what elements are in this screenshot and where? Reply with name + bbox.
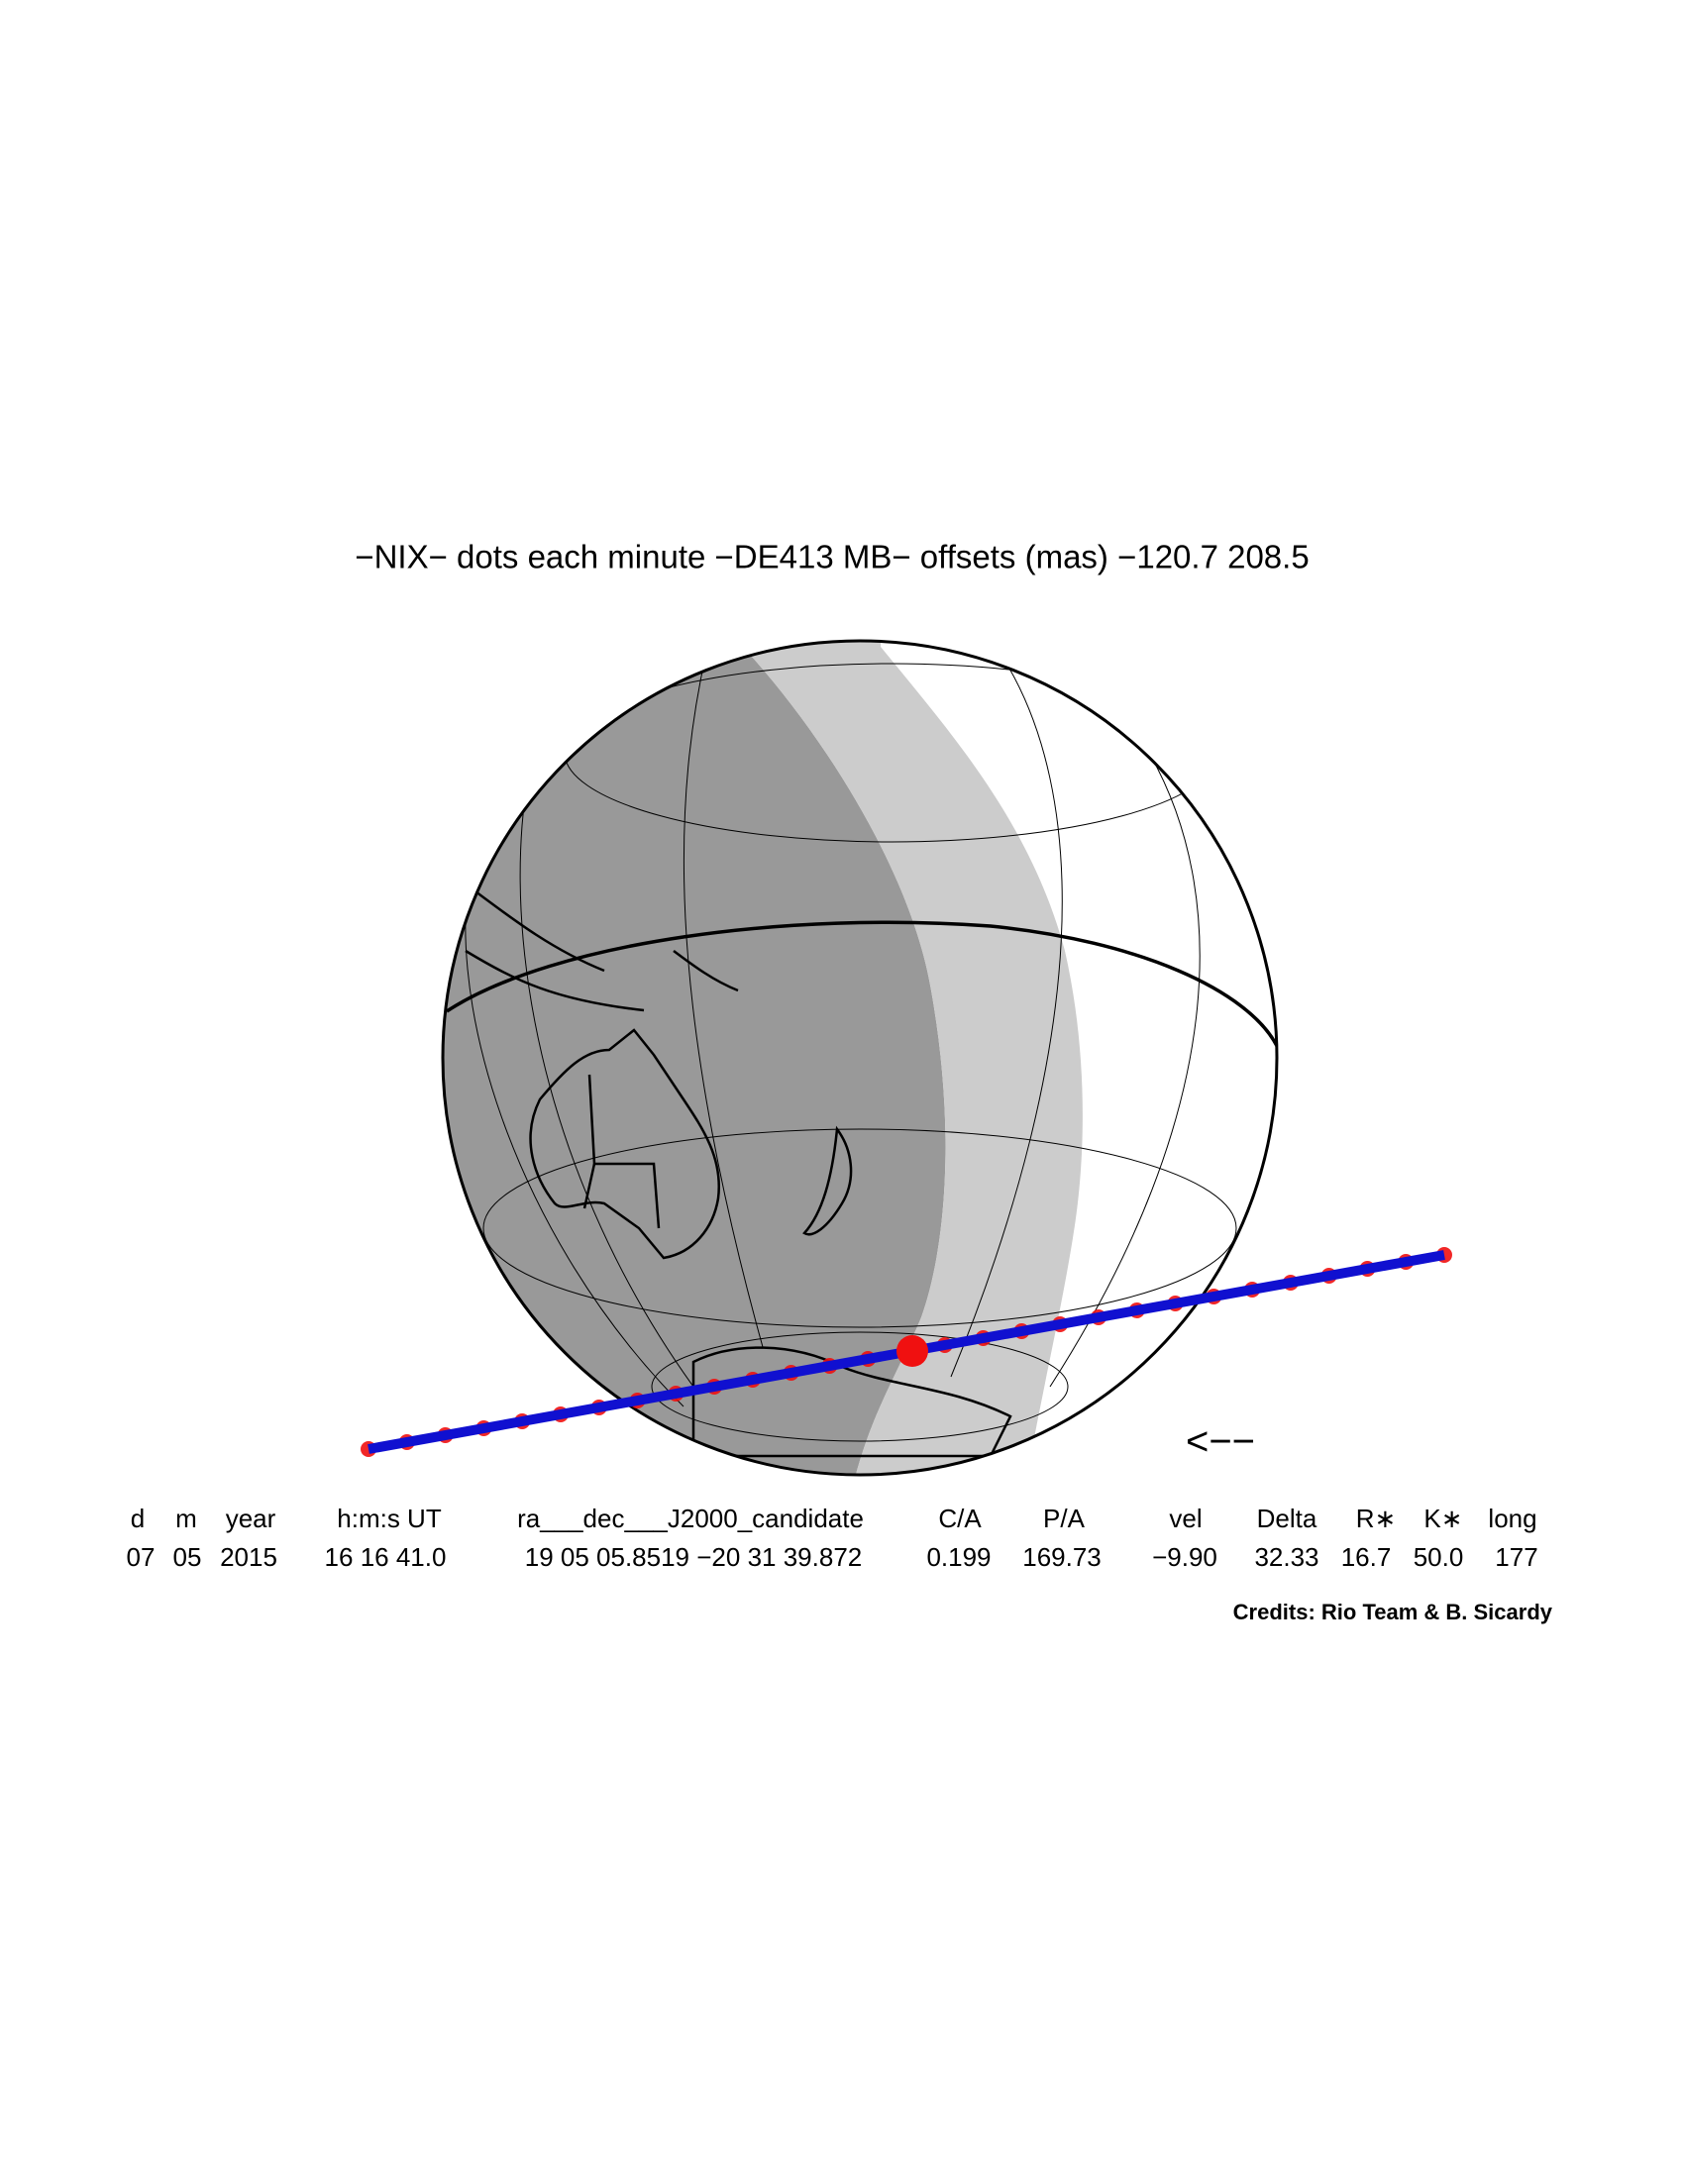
closest-approach-dot (896, 1335, 928, 1367)
table-value: 169.73 (1022, 1542, 1102, 1572)
table-header: K∗ (1423, 1504, 1462, 1533)
globe-limb (441, 639, 1279, 1477)
direction-arrow: <−− (1186, 1420, 1255, 1464)
table-header: long (1488, 1504, 1536, 1533)
table-header: d (131, 1504, 145, 1533)
table-value: 32.33 (1254, 1542, 1318, 1572)
table-header: P/A (1043, 1504, 1086, 1533)
map-title: −NIX− dots each minute −DE413 MB− offset… (355, 539, 1309, 575)
table-header: ra___dec___J2000_candidate (517, 1504, 864, 1533)
ephemeris-table: d m year h:m:s UT ra___dec___J2000_candidate… (127, 1504, 1538, 1572)
credits: Credits: Rio Team & B. Sicardy (1233, 1600, 1553, 1624)
night-region (443, 641, 946, 1475)
table-value: 0.199 (926, 1542, 991, 1572)
table-value: 50.0 (1414, 1542, 1464, 1572)
table-value: 16 16 41.0 (325, 1542, 447, 1572)
twilight-region (743, 641, 1083, 1475)
equator (446, 920, 1277, 1047)
table-value: 2015 (220, 1542, 277, 1572)
table-header: m (175, 1504, 197, 1533)
table-value: 05 (173, 1542, 202, 1572)
table-header: R∗ (1356, 1504, 1397, 1533)
table-header: C/A (938, 1504, 982, 1533)
table-header: Delta (1257, 1504, 1317, 1533)
table-value: 07 (127, 1542, 156, 1572)
shadow-track (361, 1247, 1452, 1457)
table-value: 19 05 05.8519 −20 31 39.872 (525, 1542, 863, 1572)
coastlines (465, 692, 1012, 1458)
table-value: 177 (1495, 1542, 1537, 1572)
table-value: −9.90 (1152, 1542, 1217, 1572)
table-value: 16.7 (1341, 1542, 1392, 1572)
table-header: year (226, 1504, 276, 1533)
globe (441, 639, 1279, 1477)
table-header: vel (1169, 1504, 1202, 1533)
table-header: h:m:s UT (337, 1504, 442, 1533)
